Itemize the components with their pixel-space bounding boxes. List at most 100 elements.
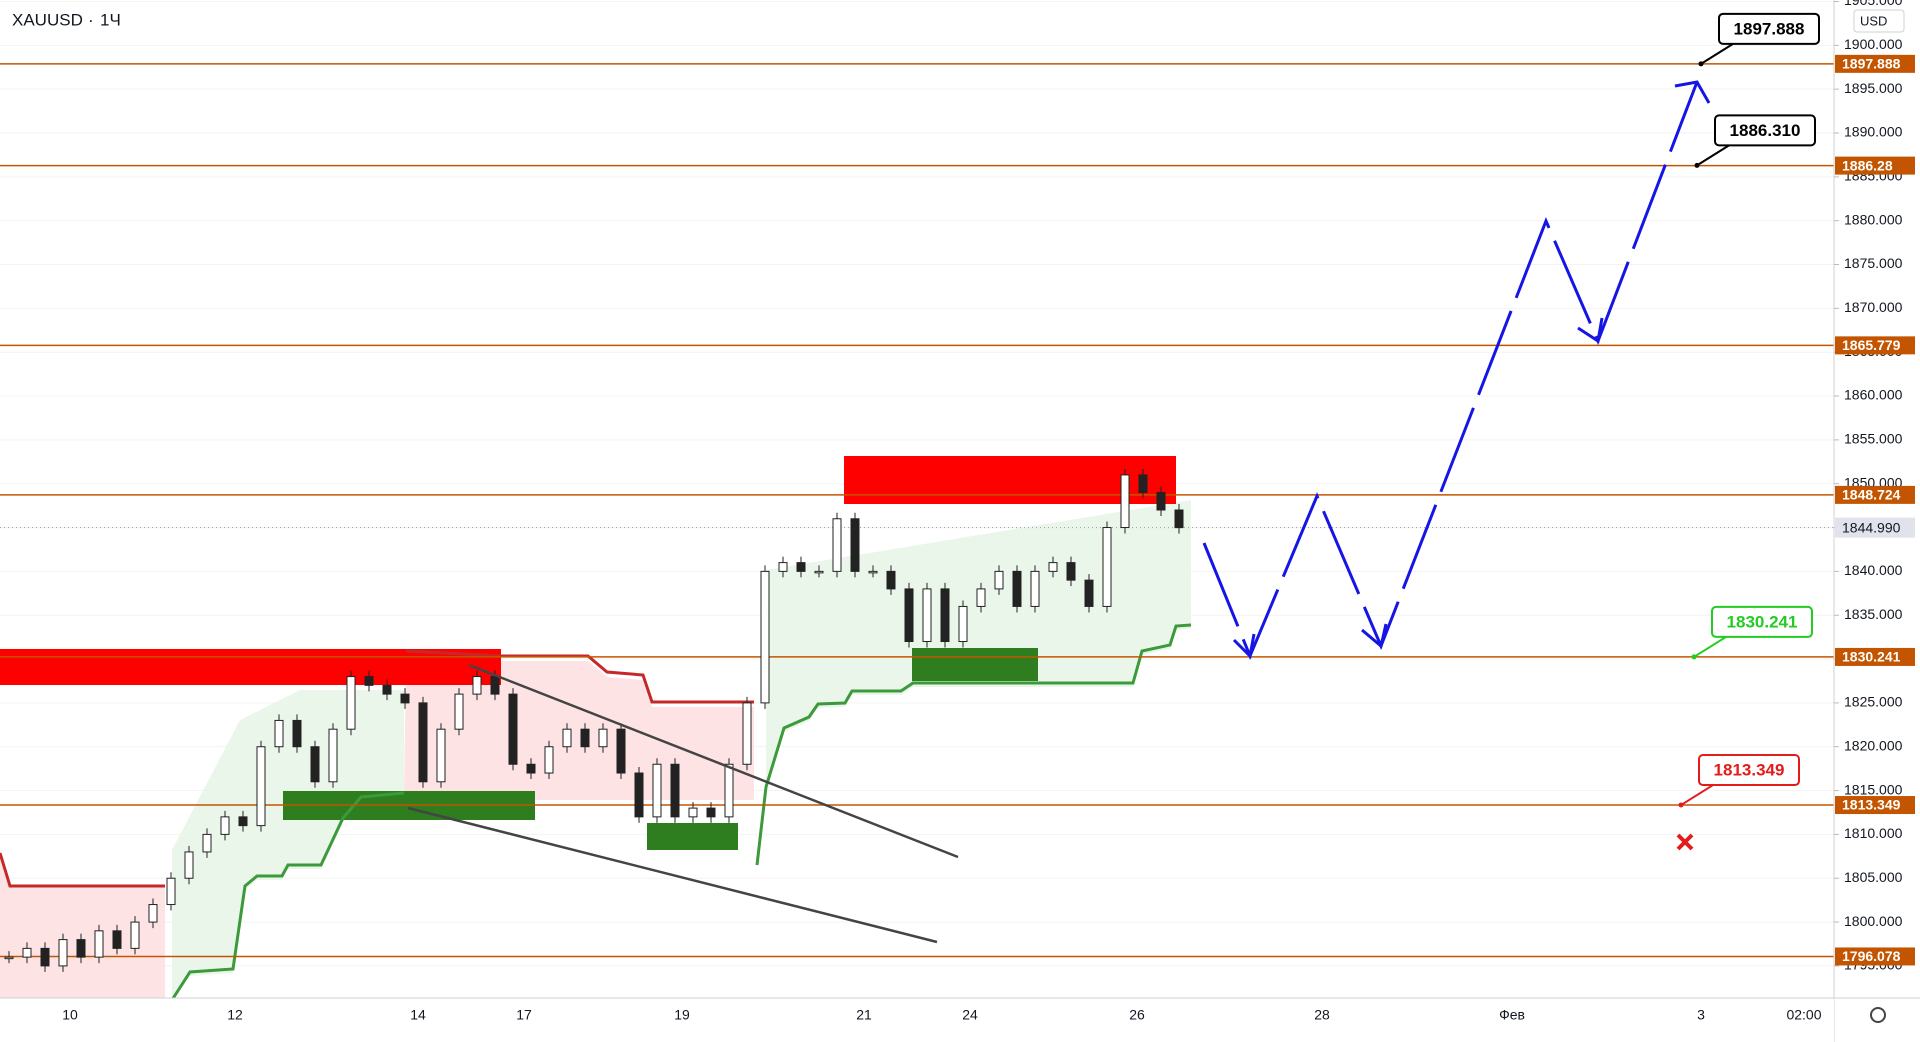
candle — [958, 605, 968, 643]
projection-arrowhead — [1674, 80, 1711, 104]
currency-button[interactable] — [1853, 9, 1905, 33]
candle — [508, 693, 518, 765]
candle — [292, 719, 302, 748]
candle — [904, 588, 914, 643]
current-price-tag — [1835, 517, 1915, 538]
callout-anchor — [1698, 61, 1704, 67]
candle — [400, 693, 410, 704]
symbol: XAUUSD — [12, 10, 83, 29]
target-cross — [1676, 833, 1694, 851]
candle — [22, 947, 32, 958]
y-tick-label: 1810.000 — [1844, 825, 1903, 841]
resistance-zone — [0, 649, 501, 685]
candle — [1102, 527, 1112, 607]
x-tick-label: Фев — [1499, 1007, 1525, 1023]
callouts: 1897.888 1886.310 1830.241 1813.349 — [1678, 12, 1820, 808]
candle — [526, 763, 536, 774]
candle — [76, 939, 86, 958]
candle — [976, 588, 986, 607]
candle — [544, 746, 554, 774]
candle — [1048, 562, 1058, 572]
candle — [706, 807, 716, 818]
level-tag — [1835, 485, 1915, 504]
x-tick-label: 19 — [674, 1007, 690, 1023]
callout-anchor — [1694, 162, 1700, 168]
interval[interactable]: 1Ч — [100, 10, 121, 29]
candles — [4, 468, 1184, 972]
level-tag — [1835, 54, 1915, 73]
trend-fill — [172, 690, 404, 1000]
y-tick-label: 1895.000 — [1844, 80, 1903, 96]
candle — [472, 676, 482, 695]
time-axis — [0, 998, 1834, 1042]
x-tick-label: 28 — [1314, 1007, 1330, 1023]
candle — [742, 702, 752, 765]
supertrend-up — [755, 623, 1192, 866]
x-tick-label: 17 — [516, 1007, 532, 1023]
current-price-label: 1844.990 — [1842, 519, 1901, 535]
candle — [994, 570, 1004, 590]
y-tick-label: 1870.000 — [1844, 299, 1903, 315]
trendline — [468, 663, 959, 859]
candle — [634, 772, 644, 818]
candle — [184, 851, 194, 879]
callout-pointer — [1680, 784, 1714, 806]
callout-label: 1830.241 — [1727, 612, 1798, 631]
level-tag — [1835, 796, 1915, 815]
candle — [1156, 491, 1166, 511]
candle — [652, 763, 662, 818]
candle — [832, 518, 842, 572]
y-tick-label: 1875.000 — [1844, 255, 1903, 271]
candle — [1012, 570, 1022, 607]
candle — [202, 833, 212, 853]
x-tick-label: 10 — [62, 1007, 78, 1023]
level-label: 1796.078 — [1842, 948, 1901, 964]
levels — [0, 63, 1834, 958]
candle — [148, 904, 158, 923]
supertrend-up — [170, 791, 405, 1001]
callout-pointer — [1696, 144, 1730, 167]
candle — [436, 728, 446, 783]
y-tick-label: 1820.000 — [1844, 737, 1903, 753]
level-label: 1897.888 — [1842, 56, 1901, 72]
level-tag — [1835, 336, 1915, 355]
level-tag — [1835, 647, 1915, 666]
candle — [922, 588, 932, 643]
level-label: 1848.724 — [1842, 487, 1901, 503]
callout-box — [1714, 114, 1816, 147]
y-tick-label: 1835.000 — [1844, 606, 1903, 622]
y-tick-label: 1880.000 — [1844, 211, 1903, 227]
x-tick-label: 24 — [962, 1007, 978, 1023]
candle — [1138, 474, 1148, 493]
candle — [1120, 474, 1130, 529]
callout-box — [1698, 754, 1800, 787]
candle — [274, 719, 284, 748]
support-zone — [912, 648, 1038, 681]
x-tick-label: 12 — [227, 1007, 243, 1023]
candle — [346, 676, 356, 730]
candle — [112, 930, 122, 949]
candle — [724, 763, 734, 818]
level-label: 1886.28 — [1842, 157, 1893, 173]
candle — [220, 816, 230, 835]
y-tick-label: 1840.000 — [1844, 562, 1903, 578]
candle — [580, 728, 590, 748]
candle — [40, 947, 50, 967]
support-zone — [647, 823, 738, 850]
callout-label: 1897.888 — [1734, 19, 1805, 38]
y-tick-label: 1815.000 — [1844, 781, 1903, 797]
candle — [256, 746, 266, 827]
callout-pointer — [1693, 636, 1727, 658]
separator: · — [88, 10, 94, 29]
settings-icon[interactable] — [1870, 1007, 1886, 1023]
candle — [94, 930, 104, 958]
x-tick-label: 02:00 — [1786, 1007, 1821, 1023]
candle — [796, 562, 806, 572]
callout-label: 1886.310 — [1730, 121, 1801, 140]
projection-arrowhead — [1577, 317, 1604, 344]
y-tick-label: 1905.000 — [1844, 0, 1903, 8]
callout-box — [1718, 12, 1820, 45]
